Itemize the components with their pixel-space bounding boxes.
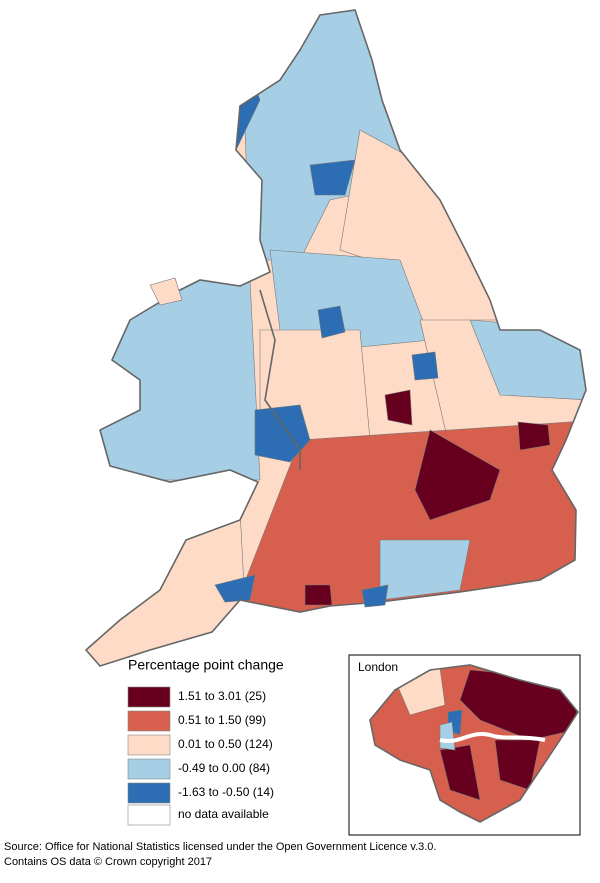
source-line: Source: Office for National Statistics l… [4, 841, 437, 853]
legend-label: no data available [178, 807, 269, 821]
river [439, 731, 546, 744]
region [317, 305, 346, 339]
inset-title: London [358, 660, 398, 674]
region [86, 279, 261, 481]
legend-swatch [127, 710, 171, 732]
legend-swatch [127, 782, 171, 804]
region [269, 249, 431, 351]
region [384, 389, 413, 426]
region [414, 429, 501, 521]
region [214, 574, 256, 603]
london-outline [369, 664, 579, 823]
legend-swatch [127, 734, 171, 756]
legend-label: -0.49 to 0.00 (84) [178, 761, 270, 775]
region [309, 159, 356, 196]
region [304, 584, 333, 606]
map [84, 9, 587, 667]
legend-swatch [127, 686, 171, 708]
legend-title: Percentage point change [128, 657, 284, 673]
region [439, 721, 456, 751]
legend-label: 0.01 to 0.50 (124) [178, 737, 273, 751]
legend-label: 0.51 to 1.50 (99) [178, 713, 266, 727]
wales-border [259, 289, 301, 470]
region [361, 584, 389, 608]
inset: London [348, 654, 581, 836]
legend-label: -1.63 to -0.50 (14) [178, 785, 274, 799]
region [439, 744, 481, 801]
legend-label: 1.51 to 3.01 (25) [178, 689, 266, 703]
region [149, 277, 183, 306]
region [229, 419, 586, 621]
coastline [84, 9, 587, 667]
region [411, 351, 439, 381]
region [379, 539, 471, 601]
region [517, 421, 551, 451]
legend: Percentage point change 1.51 to 3.01 (25… [127, 657, 284, 826]
legend-swatch [127, 804, 171, 826]
source-line: Contains OS data © Crown copyright 2017 [4, 856, 212, 868]
legend-swatch [127, 758, 171, 780]
